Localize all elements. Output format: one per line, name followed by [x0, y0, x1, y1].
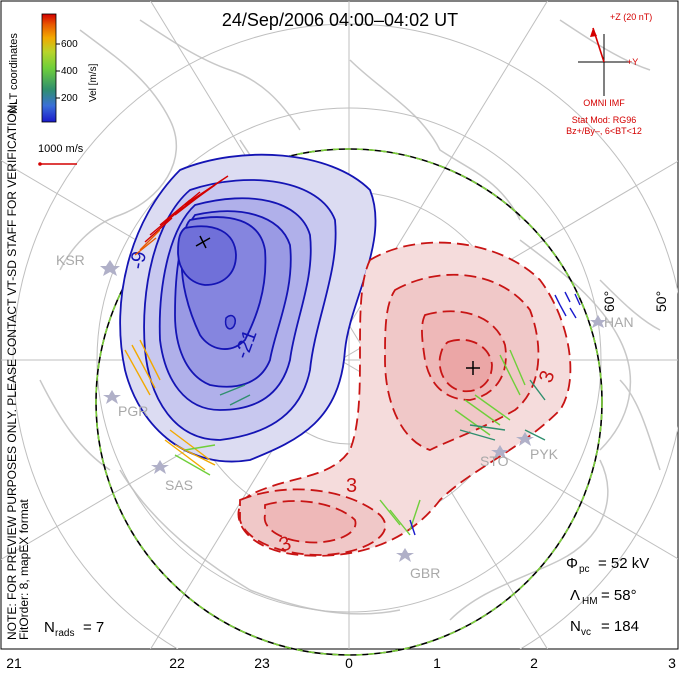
- site-label-pgr: PGR: [118, 403, 148, 419]
- imf-model-label: Stat Mod: RG96: [572, 115, 637, 125]
- imf-condition-label: Bz+/By–, 6<BT<12: [566, 126, 642, 136]
- preview-note: NOTE: FOR PREVIEW PURPOSES ONLY. PLEASE …: [5, 101, 19, 640]
- site-label-han: HAN: [604, 314, 634, 330]
- colorbar-tick-400: 400: [61, 66, 78, 77]
- mlt-tick-22: 22: [169, 655, 185, 671]
- velocity-colorbar: [41, 13, 57, 123]
- mlt-tick-3: 3: [668, 655, 676, 671]
- latitude-label-60: 60°: [601, 291, 617, 312]
- svg-text:N: N: [44, 619, 55, 636]
- imf-magnitude-label: +Z (20 nT): [610, 12, 652, 22]
- imf-source-label: OMNI IMF: [583, 98, 625, 108]
- svg-text:Λ: Λ: [570, 587, 580, 604]
- positive-convection-cell: [237, 241, 572, 557]
- mlt-tick-21: 21: [6, 655, 22, 671]
- svg-text:Φ: Φ: [566, 555, 578, 572]
- mlt-tick-0: 0: [345, 655, 353, 671]
- mlt-tick-1: 1: [433, 655, 441, 671]
- svg-text:HM: HM: [582, 596, 598, 607]
- mlt-tick-23: 23: [254, 655, 270, 671]
- stat-radar-count: N rads = 7: [44, 619, 104, 639]
- site-label-sto: STO: [480, 453, 509, 469]
- colorbar-tick-200: 200: [61, 93, 78, 104]
- site-label-gbr: GBR: [410, 565, 440, 581]
- mlt-tick-2: 2: [530, 655, 538, 671]
- fit-order-note: FitOrder: 8, mapEX format: [17, 499, 31, 640]
- scale-vector-label: 1000 m/s: [38, 143, 84, 155]
- svg-text:N: N: [570, 618, 581, 635]
- plot-title: 24/Sep/2006 04:00–04:02 UT: [222, 10, 458, 30]
- stat-vector-count: N vc = 184: [570, 618, 639, 638]
- site-label-pyk: PYK: [530, 446, 559, 462]
- colorbar-tick-600: 600: [61, 39, 78, 50]
- imf-y-label: +Y: [627, 57, 638, 67]
- svg-text:vc: vc: [581, 627, 591, 638]
- contour-label-neg-9: -9: [126, 250, 151, 271]
- svg-text:= 52 kV: = 52 kV: [598, 555, 649, 572]
- hm-boundary-green: [95, 148, 603, 656]
- potential-maximum-marker: [466, 361, 480, 375]
- svg-text:= 58°: = 58°: [601, 587, 637, 604]
- latitude-label-50: 50°: [653, 291, 669, 312]
- imf-clock-dial: [578, 27, 630, 96]
- stat-hm-boundary-latitude: Λ HM = 58°: [570, 587, 637, 607]
- radar-site-markers: [100, 260, 606, 562]
- negative-convection-cell: [119, 153, 377, 463]
- site-label-sas: SAS: [165, 477, 193, 493]
- coordinate-system-label: MLT coordinates: [8, 33, 20, 114]
- svg-text:pc: pc: [579, 564, 590, 575]
- site-label-ksr: KSR: [56, 252, 85, 268]
- potential-minimum-marker: [195, 235, 211, 249]
- stat-cross-polar-potential: Φ pc = 52 kV: [566, 555, 649, 575]
- contour-label-pos-3-south: 3: [346, 475, 357, 497]
- colorbar-label: Vel [m/s]: [88, 63, 99, 102]
- svg-text:= 7: = 7: [83, 619, 104, 636]
- velocity-vectors: [124, 175, 581, 536]
- svg-text:rads: rads: [55, 628, 74, 639]
- coastline-layer: [39, 19, 661, 621]
- svg-text:= 184: = 184: [601, 618, 639, 635]
- scale-vector-origin: [38, 162, 42, 166]
